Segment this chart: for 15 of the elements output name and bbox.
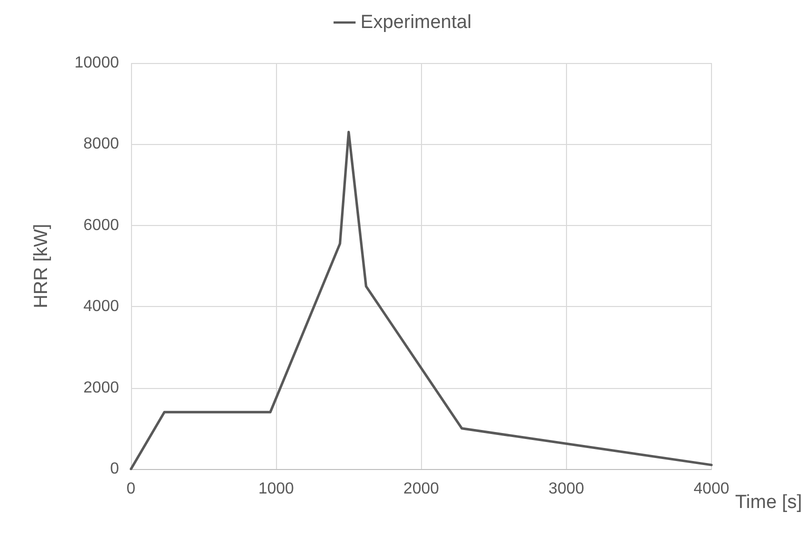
x-tick-label: 0 xyxy=(126,480,136,498)
y-tick-label: 4000 xyxy=(83,298,120,316)
y-tick-label: 2000 xyxy=(83,379,120,396)
x-axis-title: Time [s] xyxy=(735,492,802,513)
y-axis-title: HRR [kW] xyxy=(31,224,52,308)
y-tick-label: 8000 xyxy=(83,136,120,153)
x-tick-label: 1000 xyxy=(258,480,294,498)
x-tick-label: 3000 xyxy=(548,480,584,498)
y-tick-label: 10000 xyxy=(74,54,120,72)
legend-label: Experimental xyxy=(360,12,472,33)
x-tick-label: 4000 xyxy=(694,480,730,498)
y-tick-label: 6000 xyxy=(83,216,120,234)
line-series xyxy=(130,130,713,470)
y-tick-label: 0 xyxy=(110,460,120,478)
x-tick-label: 2000 xyxy=(403,480,440,498)
